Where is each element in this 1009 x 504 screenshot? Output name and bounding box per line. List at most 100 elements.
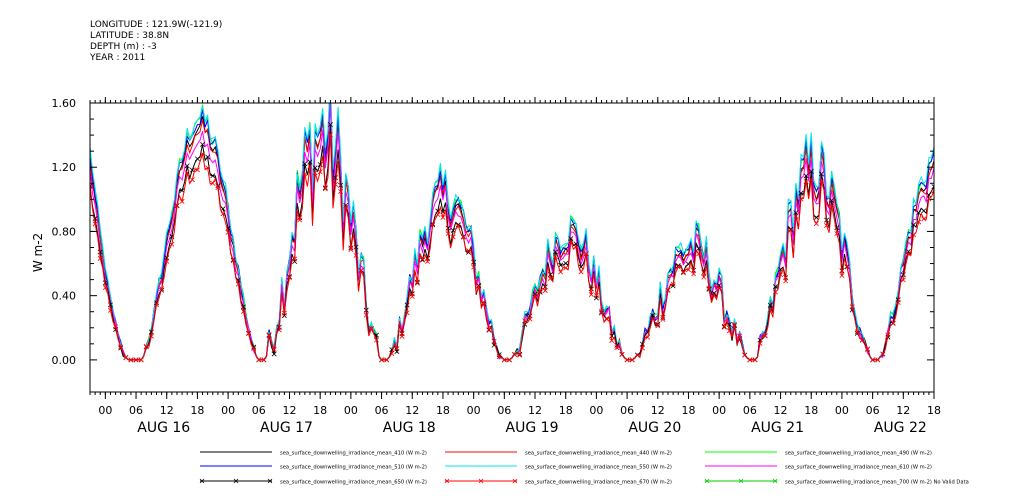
series-marker (138, 357, 144, 363)
series-marker (481, 299, 487, 305)
series-marker (788, 227, 794, 233)
series-marker (737, 333, 743, 339)
series-marker (921, 216, 927, 222)
legend-item: sea_surface_downwelling_irradiance_mean_… (704, 478, 969, 486)
series-marker (537, 288, 543, 294)
legend-marker (444, 478, 450, 484)
series-marker (389, 350, 395, 356)
series-marker (911, 222, 917, 228)
series-marker (875, 357, 881, 363)
series-marker (655, 323, 661, 329)
series-marker (486, 327, 492, 333)
legend-label: sea_surface_downwelling_irradiance_mean_… (785, 465, 932, 471)
series-marker (302, 171, 308, 177)
legend-marker (199, 478, 205, 484)
series-line-1 (90, 103, 934, 361)
series-marker (261, 357, 267, 363)
x-tick-label: 18 (681, 404, 695, 417)
legend-marker (267, 478, 273, 484)
series-marker (102, 285, 108, 291)
series-marker (803, 173, 809, 179)
series-marker (297, 217, 303, 223)
y-tick-label: 0.40 (52, 290, 77, 303)
legend: sea_surface_downwelling_irradiance_mean_… (199, 451, 969, 486)
x-tick-label: 06 (252, 404, 266, 417)
x-tick-label: 06 (375, 404, 389, 417)
series-marker (205, 165, 211, 171)
series-marker (271, 351, 277, 357)
x-tick-label: 12 (405, 404, 419, 417)
series-marker (394, 346, 400, 352)
series-marker (916, 210, 922, 216)
series-marker (343, 204, 349, 210)
x-tick-label: 00 (98, 404, 112, 417)
series-marker (849, 304, 855, 310)
x-tick-label: 00 (589, 404, 603, 417)
series-marker (491, 338, 497, 344)
series-marker (604, 316, 610, 322)
legend-label: sea_surface_downwelling_irradiance_mean_… (785, 451, 932, 457)
series-marker (844, 263, 850, 269)
series-marker (276, 327, 282, 333)
series-marker (164, 258, 170, 264)
legend-marker (512, 478, 518, 484)
series-marker (399, 333, 405, 339)
series-marker (522, 318, 528, 324)
series-marker (338, 188, 344, 194)
y-axis-label: W m-2 (31, 233, 45, 272)
series-marker (691, 271, 697, 277)
x-tick-label: 12 (774, 404, 788, 417)
series-marker (363, 312, 369, 318)
series-line-8 (90, 134, 934, 361)
legend-label: sea_surface_downwelling_irradiance_mean_… (525, 465, 672, 471)
x-tick-label: 18 (190, 404, 204, 417)
series-marker (926, 192, 932, 198)
legend-item: sea_surface_downwelling_irradiance_mean_… (445, 465, 672, 471)
series-marker (558, 262, 564, 268)
y-tick-label: 0.00 (52, 354, 77, 367)
series-marker (148, 333, 154, 339)
x-tick-label: 06 (620, 404, 634, 417)
series-marker (235, 281, 241, 287)
series-line-2 (90, 103, 934, 361)
legend-label: sea_surface_downwelling_irradiance_mean_… (280, 480, 427, 486)
series-marker (639, 345, 645, 351)
series-marker (711, 290, 717, 296)
series-marker (384, 357, 390, 363)
series-marker (179, 198, 185, 204)
legend-item: sea_surface_downwelling_irradiance_mean_… (444, 478, 672, 486)
series-marker (240, 308, 246, 314)
series-marker (90, 184, 93, 190)
series-marker (818, 171, 824, 177)
series-marker (772, 289, 778, 295)
day-label: AUG 22 (874, 420, 927, 436)
series-marker (348, 247, 354, 253)
series-marker (220, 211, 226, 217)
series-marker (905, 251, 911, 257)
series-marker (563, 265, 569, 271)
series-marker (200, 141, 206, 147)
series-marker (251, 346, 257, 352)
series-marker (205, 154, 211, 160)
series-marker (854, 329, 860, 335)
series-marker (312, 165, 318, 171)
legend-item: sea_surface_downwelling_irradiance_mean_… (705, 465, 932, 471)
day-label: AUG 19 (506, 420, 559, 436)
series-1 (90, 103, 934, 361)
series-marker (338, 182, 344, 188)
series-marker (506, 357, 512, 363)
x-tick-label: 00 (712, 404, 726, 417)
series-marker (701, 274, 707, 280)
series-marker (762, 333, 768, 339)
series-marker (532, 291, 538, 297)
series-marker (542, 288, 548, 294)
series-marker (829, 198, 835, 203)
series-marker (599, 308, 604, 314)
series-marker (614, 345, 620, 351)
series-marker (368, 326, 374, 332)
series-marker (808, 177, 814, 183)
series-marker (558, 269, 564, 275)
y-axis: 0.00 0.40 0.80 1.20 1.60 W m-2 (31, 97, 934, 367)
series-marker (307, 159, 313, 165)
